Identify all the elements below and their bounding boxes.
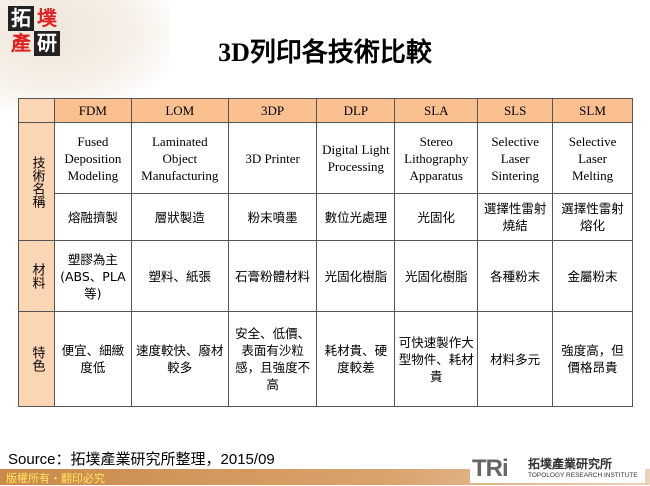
column-header: SLA [394, 98, 479, 123]
header-row: FDM LOM 3DP DLP SLA SLS SLM [18, 98, 633, 123]
table-cell: 光固化樹脂 [316, 240, 396, 312]
table-cell: 耗材貴、硬度較差 [316, 311, 396, 407]
table-row: 特色 便宜、細緻度低 速度較快、廢材較多 安全、低價、表面有沙粒感，且強度不高 耗材貴、… [18, 311, 633, 407]
brand-cn: 拓墣產業研究所 [528, 457, 613, 471]
table-cell: 便宜、細緻度低 [53, 311, 132, 407]
logo-char: 拓 [8, 6, 34, 31]
table-cell: 選擇性雷射燒結 [477, 193, 554, 241]
table-cell: 可快速製作大型物件、耗材貴 [394, 311, 479, 407]
table-row: 技術名稱 Fused Deposition Modeling Laminated O… [18, 122, 633, 241]
copyright-text: 版權所有・翻印必究 [6, 472, 105, 485]
table-cell: 材料多元 [477, 311, 554, 407]
logo-char: 墣 [37, 6, 57, 30]
table-cell: 塑膠為主(ABS、PLA等) [53, 240, 132, 312]
comparison-table: FDM LOM 3DP DLP SLA SLS SLM 技術名稱 Fused Depositi… [18, 98, 633, 407]
table-cell: 數位光處理 [316, 193, 396, 241]
table-cell: 石膏粉體材料 [227, 240, 318, 312]
column-header: FDM [53, 98, 132, 123]
table-cell: 選擇性雷射熔化 [552, 193, 633, 241]
table-cell: Stereo Lithography Apparatus [394, 122, 479, 194]
logo: 拓 墣 產 研 [8, 6, 60, 56]
logo-char: 研 [34, 31, 60, 56]
page-title: 3D列印各技術比較 [218, 38, 432, 67]
table-cell: 各種粉末 [477, 240, 554, 312]
row-label: 特色 [18, 311, 55, 407]
column-header: SLM [552, 98, 633, 123]
row-label: 材料 [18, 240, 55, 312]
table-cell: Selective Laser Melting [552, 122, 633, 194]
table-cell: 速度較快、廢材較多 [130, 311, 229, 407]
column-header: SLS [477, 98, 554, 123]
table-cell: 安全、低價、表面有沙粒感，且強度不高 [227, 311, 318, 407]
table-row: 熔融擠製 層狀製造 粉末噴墨 數位光處理 光固化 選擇性雷射燒結 選擇性雷射熔化 [19, 193, 633, 241]
table-cell: 光固化 [394, 193, 479, 241]
brand-en: TOPOLOGY RESEARCH INSTITUTE [528, 472, 638, 479]
source-note: Source：拓墣產業研究所整理，2015/09 [8, 451, 275, 468]
table-cell: 塑料、紙張 [130, 240, 229, 312]
logo-char: 產 [11, 31, 31, 55]
column-header: DLP [316, 98, 396, 123]
table-cell: 金屬粉末 [552, 240, 633, 312]
table-cell: Fused Deposition Modeling [53, 122, 132, 194]
table-cell: Selective Laser Sintering [477, 122, 554, 194]
column-header: LOM [130, 98, 229, 123]
table-cell: 熔融擠製 [53, 193, 132, 241]
row-label: 技術名稱 [18, 122, 55, 241]
table-cell: 層狀製造 [130, 193, 229, 241]
table-cell: Laminated Object Manufacturing [130, 122, 229, 194]
table-row: 材料 塑膠為主(ABS、PLA等) 塑料、紙張 石膏粉體材料 光固化樹脂 光固化樹脂 各種粉… [18, 240, 633, 312]
table-cell: 光固化樹脂 [394, 240, 479, 312]
brand-logo: TRi 拓墣產業研究所 TOPOLOGY RESEARCH INSTITUTE [470, 455, 645, 483]
brand-mark: TRi [472, 455, 509, 482]
table-cell: 3D Printer [227, 122, 318, 194]
corner-cell [18, 98, 55, 123]
table-cell: Digital Light Processing [316, 122, 396, 194]
column-header: 3DP [227, 98, 318, 123]
table-cell: 強度高，但價格昂貴 [552, 311, 633, 407]
table-cell: 粉末噴墨 [227, 193, 318, 241]
